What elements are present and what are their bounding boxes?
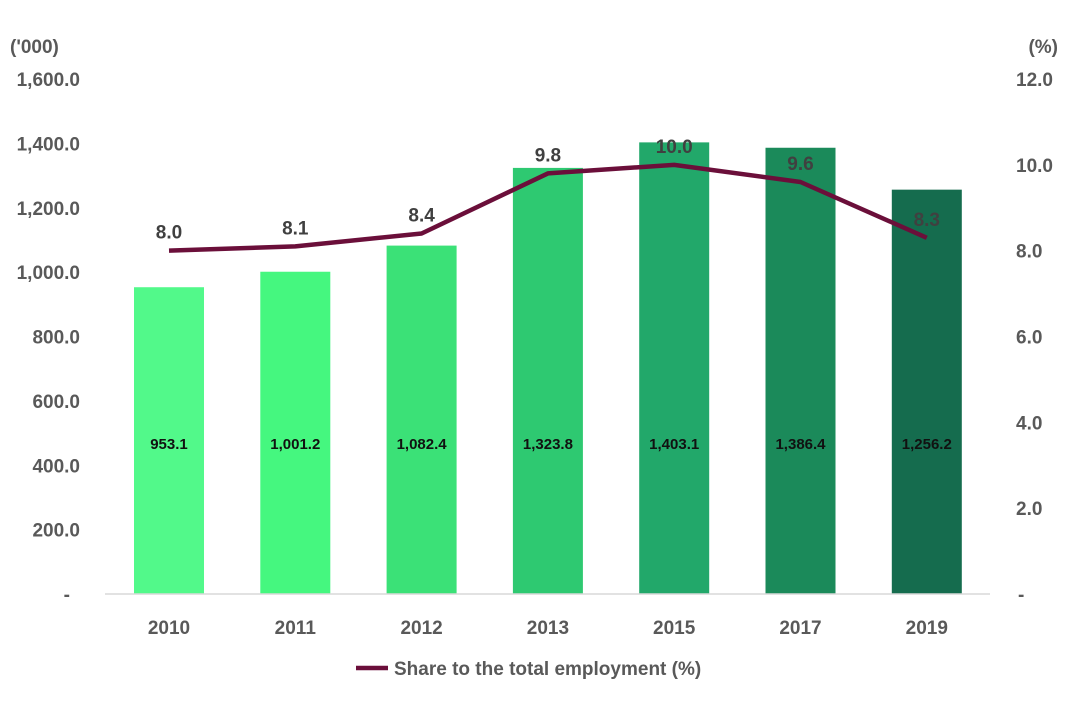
- right-axis-tick: 4.0: [1016, 413, 1042, 434]
- bar-2013: [512, 167, 583, 595]
- line-value-label: 8.1: [282, 218, 309, 239]
- bar-value-label: 1,403.1: [649, 436, 699, 453]
- x-axis-tick: 2017: [779, 618, 821, 639]
- left-axis-tick: 400.0: [32, 456, 80, 477]
- right-axis-tick: 6.0: [1016, 328, 1042, 349]
- bar-value-label: 1,323.8: [523, 436, 573, 453]
- bar-value-label: 1,256.2: [902, 436, 952, 453]
- left-axis-unit: ('000): [10, 37, 59, 58]
- line-value-label: 9.8: [535, 145, 561, 166]
- bar-2010: [134, 287, 204, 594]
- right-axis-tick: 12.0: [1016, 70, 1053, 91]
- left-axis-tick: 1,200.0: [17, 199, 80, 220]
- legend: Share to the total employment (%): [356, 659, 701, 680]
- bar-2017: [765, 147, 836, 594]
- left-axis-tick: 1,600.0: [17, 70, 80, 91]
- right-axis-unit: (%): [1028, 37, 1058, 58]
- bar-value-label: 1,386.4: [775, 436, 826, 453]
- x-axis-tick: 2015: [653, 618, 696, 639]
- left-axis-tick: 800.0: [32, 328, 80, 349]
- bar-2019: [891, 189, 962, 594]
- left-axis-tick: 600.0: [32, 392, 80, 413]
- x-axis-tick: 2019: [906, 618, 948, 639]
- line-value-label: 8.4: [408, 206, 435, 227]
- legend-label: Share to the total employment (%): [394, 659, 701, 680]
- left-axis-tick: 200.0: [32, 521, 80, 542]
- line-value-label: 9.6: [787, 154, 813, 175]
- left-axis-tick: 1,000.0: [17, 263, 80, 284]
- bar-2015: [639, 142, 710, 594]
- right-axis-tick: 10.0: [1016, 156, 1053, 177]
- x-axis-tick: 2010: [148, 618, 190, 639]
- x-axis-tick: 2013: [527, 618, 569, 639]
- line-value-label: 8.3: [914, 210, 940, 231]
- share-line: [168, 162, 928, 253]
- right-axis-tick: 8.0: [1016, 242, 1042, 263]
- x-axis-tick: 2011: [275, 618, 317, 639]
- line-value-label: 8.0: [156, 223, 182, 244]
- right-axis-tick: 2.0: [1016, 499, 1042, 520]
- bar-2011: [260, 271, 331, 594]
- left-axis-tick: -: [64, 585, 70, 606]
- left-axis-tick: 1,400.0: [17, 134, 80, 155]
- bar-2012: [386, 245, 457, 595]
- right-axis-tick: -: [1018, 585, 1024, 606]
- line-value-label: 10.0: [656, 137, 693, 158]
- bar-value-label: 953.1: [150, 436, 188, 453]
- bar-value-label: 1,001.2: [270, 436, 320, 453]
- bar-value-label: 1,082.4: [397, 436, 448, 453]
- x-axis-tick: 2012: [400, 618, 442, 639]
